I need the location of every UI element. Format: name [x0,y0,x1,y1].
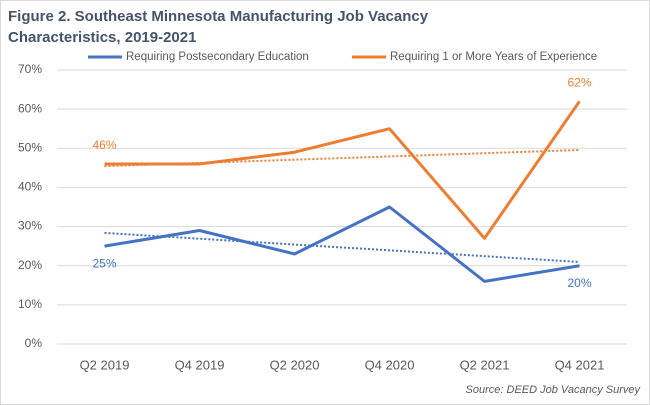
x-tick-label: Q4 2021 [555,357,605,372]
y-tick-label: 20% [18,258,42,272]
chart-title: Figure 2. Southeast Minnesota Manufactur… [8,8,429,25]
y-tick-label: 10% [18,297,42,311]
x-tick-label: Q4 2020 [365,357,415,372]
data-label: 25% [92,256,116,270]
x-tick-label: Q2 2019 [80,357,130,372]
series-line [104,205,580,283]
y-tick-label: 0% [25,336,43,350]
source-note: Source: DEED Job Vacancy Survey [466,384,642,396]
y-tick-label: 50% [18,140,42,154]
y-tick-label: 70% [18,62,42,76]
chart-title: Characteristics, 2019-2021 [8,29,196,46]
y-tick-label: 60% [18,101,42,115]
data-label: 62% [567,75,591,89]
data-label: 46% [92,138,116,152]
legend-label: Requiring 1 or More Years of Experience [390,51,597,63]
x-tick-label: Q2 2020 [270,357,320,372]
x-tick-label: Q2 2021 [460,357,510,372]
y-tick-label: 30% [18,219,42,233]
series-line [104,100,581,240]
legend-label: Requiring Postsecondary Education [126,51,309,63]
data-label: 20% [567,276,591,290]
trendline [104,148,580,168]
y-tick-label: 40% [18,180,42,194]
x-tick-label: Q4 2019 [175,357,225,372]
trendline [104,231,580,263]
